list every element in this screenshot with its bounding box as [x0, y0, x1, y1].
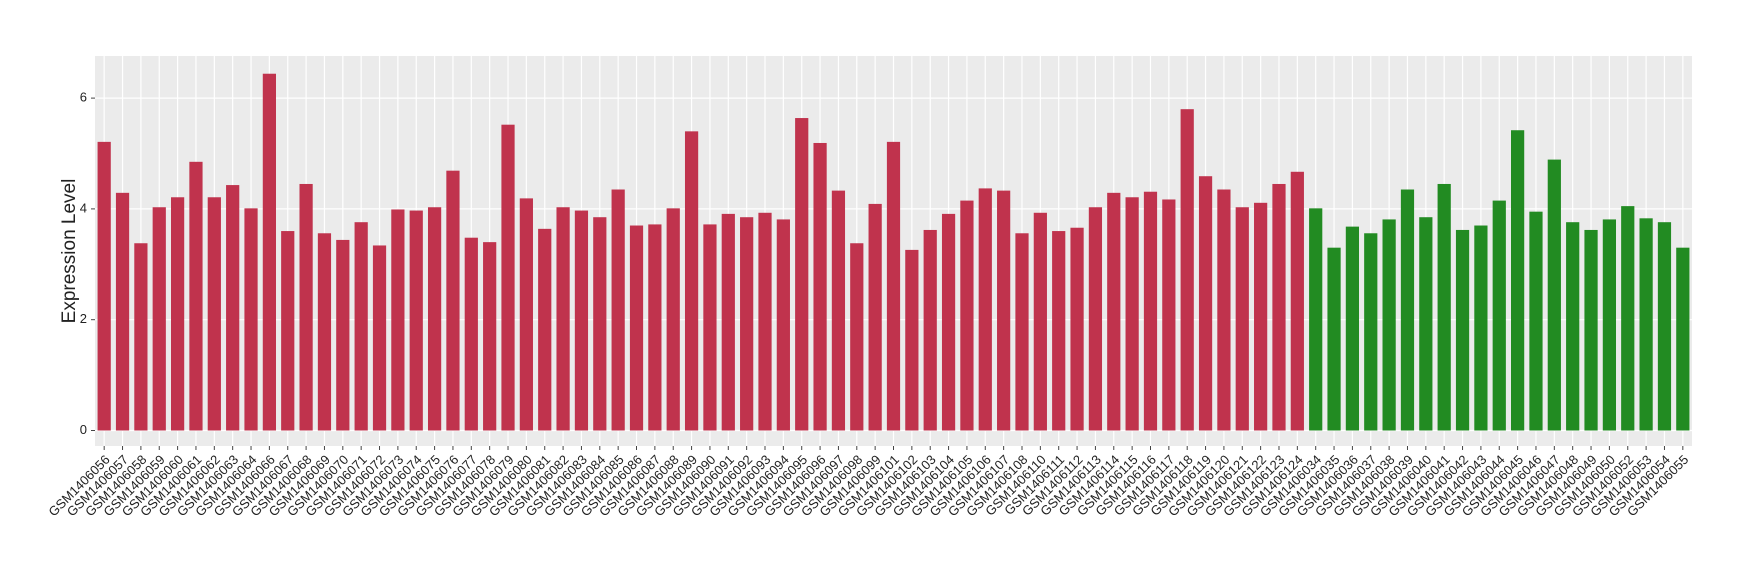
bar	[501, 124, 515, 431]
bar	[1657, 222, 1672, 431]
bar	[336, 239, 350, 431]
bar	[519, 198, 533, 431]
bar	[1235, 207, 1249, 431]
bar	[446, 170, 460, 431]
bar	[740, 217, 754, 431]
bar	[1602, 219, 1617, 431]
bar	[1364, 233, 1378, 431]
bar	[464, 237, 478, 431]
bar	[923, 229, 937, 431]
bar	[1272, 183, 1286, 431]
bar	[1529, 211, 1543, 431]
bar	[391, 209, 405, 431]
y-axis-title: Expression Level	[59, 179, 80, 324]
bar	[262, 73, 276, 431]
bar	[629, 225, 644, 431]
bar	[1455, 229, 1470, 431]
bar	[299, 183, 313, 431]
bar	[226, 185, 240, 431]
bar	[813, 142, 827, 431]
bar	[831, 190, 846, 431]
bar	[1639, 218, 1653, 431]
bar	[115, 192, 130, 431]
bar	[1290, 171, 1304, 431]
bar	[1107, 192, 1121, 431]
bar	[978, 188, 992, 431]
bar	[795, 118, 809, 431]
bar	[1492, 200, 1506, 431]
bar	[574, 210, 589, 431]
bar	[189, 161, 203, 431]
bar	[427, 207, 442, 431]
bar	[97, 141, 111, 431]
bar	[1547, 159, 1561, 431]
bar	[1382, 219, 1396, 431]
bar	[666, 208, 680, 431]
bar	[1180, 109, 1194, 431]
bar	[538, 228, 552, 431]
y-tick-label: 6	[80, 90, 87, 105]
bar	[134, 243, 148, 431]
bar	[941, 213, 956, 431]
bar	[868, 203, 882, 431]
bar	[372, 245, 387, 431]
bar	[1327, 247, 1341, 431]
bar	[170, 197, 185, 431]
bar	[1052, 231, 1066, 431]
bar	[648, 224, 662, 431]
bar	[611, 189, 625, 431]
bar	[152, 207, 166, 431]
bar	[997, 190, 1011, 431]
bar	[905, 249, 919, 431]
bar	[556, 207, 570, 431]
bar	[1125, 197, 1139, 431]
bar	[776, 219, 790, 431]
bar	[1511, 130, 1525, 431]
bar	[1143, 191, 1158, 431]
y-tick-label: 0	[80, 422, 87, 437]
y-tick-label: 4	[80, 200, 87, 215]
bar	[1254, 202, 1268, 431]
bar	[1162, 199, 1176, 431]
bar	[409, 210, 423, 431]
bar	[317, 233, 332, 431]
bar	[1088, 207, 1103, 431]
bar	[1070, 227, 1084, 431]
bar	[1474, 225, 1488, 431]
bar	[354, 222, 368, 431]
bar	[244, 208, 258, 431]
bar	[684, 131, 699, 431]
bar	[1345, 226, 1360, 431]
bar	[1419, 217, 1433, 431]
bar	[721, 213, 735, 431]
bar	[1015, 233, 1029, 431]
y-tick-label: 2	[80, 311, 87, 326]
bar	[703, 224, 717, 431]
bar	[960, 200, 974, 431]
bar	[1217, 189, 1231, 431]
bar	[593, 217, 607, 431]
bar	[1566, 222, 1580, 431]
bar	[207, 197, 221, 431]
bar	[758, 212, 772, 431]
bar	[1676, 247, 1690, 431]
bar	[1621, 206, 1635, 431]
bar	[850, 243, 864, 431]
bar	[1198, 176, 1213, 431]
bar	[1400, 189, 1415, 431]
bar	[1584, 229, 1598, 431]
bar	[281, 231, 295, 431]
bar	[1309, 208, 1323, 431]
bar	[1437, 183, 1451, 431]
bar	[886, 141, 901, 431]
bar	[483, 242, 497, 431]
bar	[1033, 212, 1047, 431]
